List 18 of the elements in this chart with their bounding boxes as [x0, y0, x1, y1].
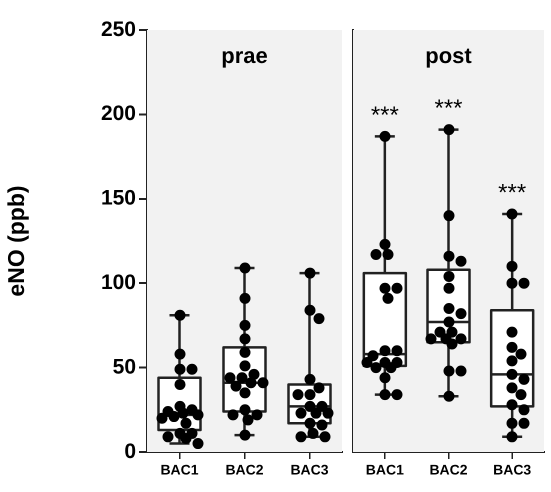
- x-tick-label: BAC1: [160, 461, 199, 478]
- y-tick-label: 100: [100, 270, 136, 294]
- y-tick-label: 250: [100, 18, 136, 41]
- y-tick-label: 150: [100, 186, 136, 210]
- x-tick-label: BAC2: [429, 461, 468, 478]
- x-tick-label: BAC3: [493, 461, 532, 478]
- y-tick-label: 50: [112, 355, 136, 378]
- y-tick-label: 200: [100, 102, 136, 126]
- text: post: [425, 43, 472, 68]
- x-tick-label: BAC1: [366, 461, 404, 478]
- x-tick-label: BAC2: [225, 461, 264, 478]
- text: prae: [221, 43, 268, 68]
- y-tick-label: 0: [124, 440, 136, 463]
- y-axis-title: eNO (ppb): [3, 185, 30, 297]
- annotation: ***: [370, 102, 399, 129]
- x-tick-label: BAC3: [290, 461, 329, 478]
- annotation: ***: [434, 95, 463, 122]
- annotation: ***: [498, 180, 526, 207]
